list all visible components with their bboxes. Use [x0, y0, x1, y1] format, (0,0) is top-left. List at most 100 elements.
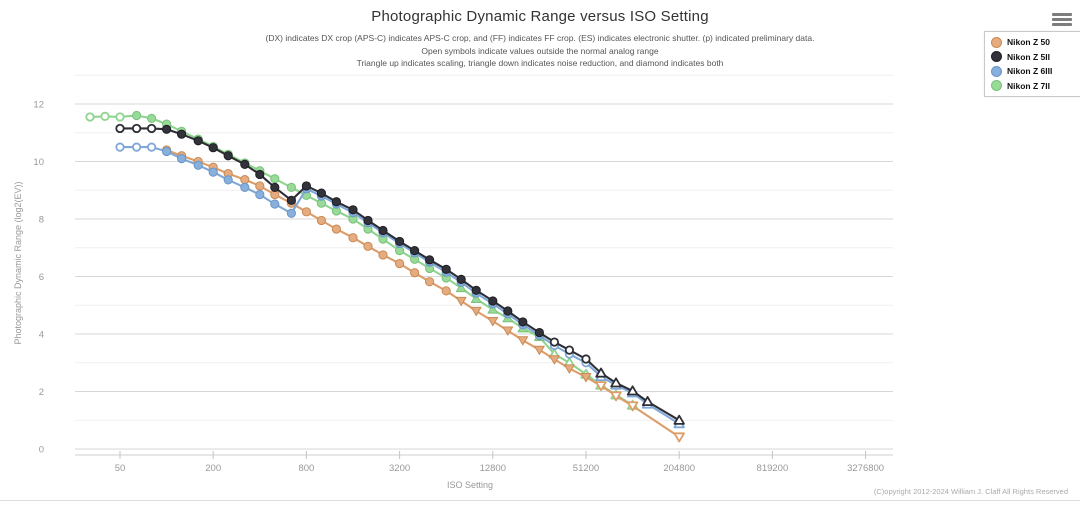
data-point [85, 112, 95, 122]
y-tick-label: 4 [39, 330, 44, 341]
x-axis-title: ISO Setting [446, 480, 494, 490]
legend-item: Nikon Z 6III [991, 64, 1079, 79]
legend-swatch-icon [991, 51, 1002, 63]
data-point [115, 123, 125, 134]
data-point [316, 215, 327, 226]
data-point [503, 306, 513, 316]
y-axis-title: Photographic Dynamic Range (log2(EV)) [13, 181, 23, 345]
data-point [517, 336, 529, 346]
data-point [610, 377, 622, 388]
data-point [395, 258, 405, 269]
data-point [487, 316, 499, 327]
data-point [410, 246, 420, 256]
data-point [270, 174, 280, 184]
data-point [208, 167, 218, 177]
data-point [240, 159, 250, 169]
subtitle-line-2: Open symbols indicate values outside the… [421, 45, 659, 56]
data-point [641, 396, 654, 407]
data-point [456, 274, 466, 284]
data-point [223, 175, 233, 185]
legend-item: Nikon Z 7II [991, 79, 1079, 94]
legend-swatch-icon [991, 65, 1002, 77]
data-point [502, 326, 514, 336]
page-title: Photographic Dynamic Range versus ISO Se… [371, 8, 709, 25]
data-point [378, 250, 388, 260]
data-point [425, 277, 435, 287]
data-point [455, 296, 467, 307]
series-line-nikon-z-7ii [88, 114, 634, 407]
data-point [470, 306, 482, 317]
y-tick-label: 6 [39, 272, 44, 283]
data-point [348, 233, 358, 243]
legend-label: Nikon Z 50 [1007, 37, 1050, 48]
data-point [518, 317, 528, 327]
y-tick-label: 12 [33, 100, 44, 111]
legend-item: Nikon Z 50 [991, 35, 1079, 50]
legend-label: Nikon Z 7II [1007, 80, 1050, 91]
series-line-nikon-z-50 [165, 148, 681, 438]
data-point [363, 215, 373, 226]
data-point [534, 345, 545, 355]
data-point [441, 264, 451, 274]
x-tick-label: 3200 [389, 463, 410, 474]
chart-header: Photographic Dynamic Range versus ISO Se… [0, 0, 1080, 70]
data-point [471, 285, 481, 295]
data-point [395, 236, 405, 247]
y-tick-label: 2 [39, 387, 44, 398]
x-tick-label: 200 [205, 463, 221, 474]
data-point [301, 181, 311, 191]
data-point [595, 367, 607, 378]
x-tick-label: 12800 [480, 463, 506, 474]
data-point [115, 142, 125, 152]
data-point [286, 208, 296, 218]
data-point [455, 282, 467, 293]
legend-label: Nikon Z 6III [1007, 66, 1053, 77]
data-point [673, 432, 685, 443]
data-point [100, 111, 110, 121]
data-point [673, 414, 685, 425]
subtitle-line-1: (DX) indicates DX crop (APS-C) indicates… [265, 33, 815, 43]
data-point [131, 110, 142, 121]
data-point [534, 327, 545, 338]
data-point [255, 181, 265, 191]
legend-swatch-icon [991, 36, 1002, 48]
data-point [410, 268, 420, 278]
data-point [348, 205, 358, 215]
subtitle-line-3: Triangle up indicates scaling, triangle … [356, 58, 724, 68]
data-point [286, 195, 296, 205]
menu-button[interactable] [1050, 8, 1076, 30]
data-point [425, 255, 435, 265]
data-point [131, 142, 142, 152]
data-point [177, 129, 187, 139]
data-point [146, 113, 157, 123]
legend-swatch-icon [991, 80, 1002, 92]
page-bottom-border [0, 500, 1080, 501]
legend-item: Nikon Z 5II [991, 50, 1079, 65]
data-point [610, 391, 622, 402]
copyright-text: (C)opyright 2012-2024 William J. Claff A… [873, 487, 1068, 496]
hamburger-icon [1052, 12, 1074, 26]
x-tick-label: 800 [298, 463, 314, 474]
data-point [270, 182, 280, 192]
data-point [470, 293, 482, 304]
data-point [363, 241, 373, 251]
data-point [193, 136, 203, 146]
data-point [316, 188, 327, 198]
data-point [564, 364, 575, 374]
data-point [162, 146, 172, 157]
data-point [115, 112, 125, 122]
data-point [487, 304, 499, 314]
data-point [255, 189, 265, 200]
data-point [488, 296, 498, 306]
data-point [331, 224, 342, 234]
data-point [441, 286, 451, 296]
x-tick-label: 51200 [573, 463, 599, 474]
y-tick-label: 10 [33, 157, 44, 168]
data-point [223, 151, 233, 161]
data-point [580, 373, 592, 383]
data-point [564, 345, 575, 355]
x-tick-label: 50 [115, 463, 126, 474]
data-point [331, 197, 342, 207]
y-tick-label: 0 [39, 445, 44, 456]
